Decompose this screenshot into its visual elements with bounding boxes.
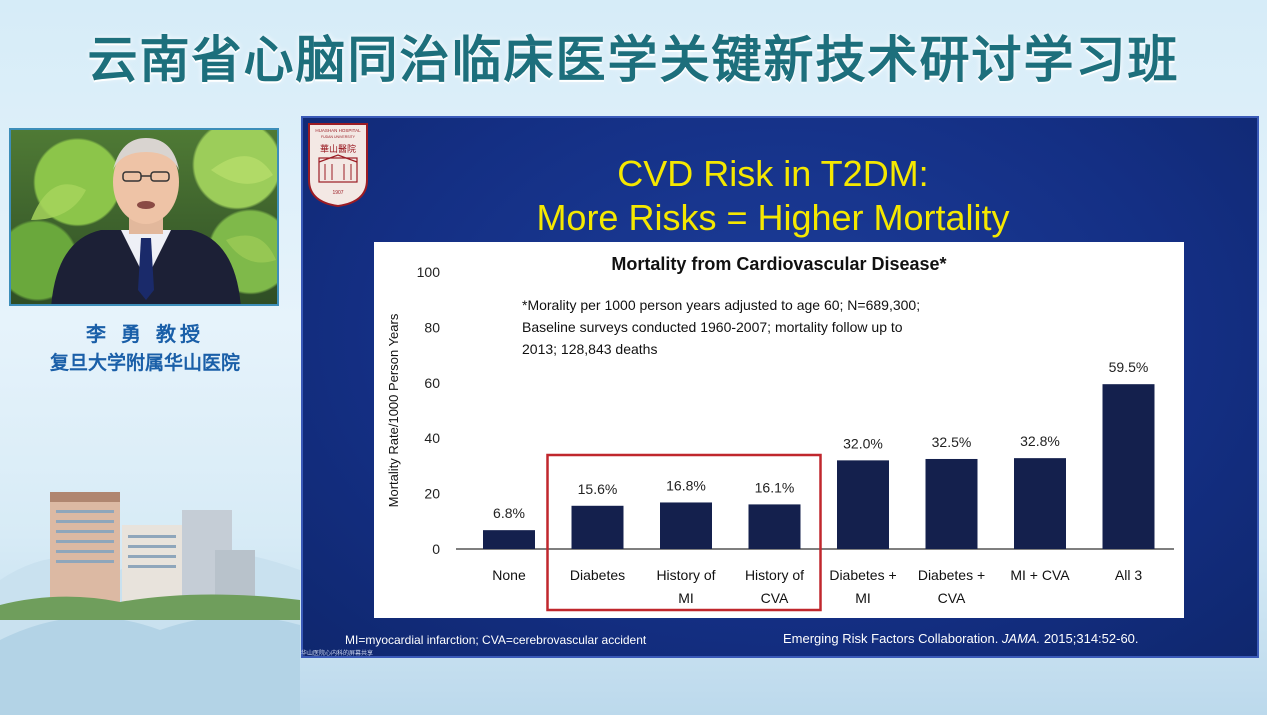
slide-title-line-2: More Risks = Higher Mortality [536, 197, 1010, 238]
y-tick-label: 0 [432, 541, 440, 557]
x-category-label: MI + CVA [1010, 567, 1070, 583]
x-category-label: All 3 [1115, 567, 1142, 583]
chart-note-line: 2013; 128,843 deaths [522, 341, 657, 357]
huashan-hospital-logo: HUASHAN HOSPITAL FUDAN UNIVERSITY 華山醫院 1… [308, 123, 368, 208]
screen-share-caption: 华山医院心内科的屏幕共享 [301, 650, 374, 657]
y-tick-label: 40 [424, 430, 440, 446]
y-tick-label: 80 [424, 319, 440, 335]
bar-value-label: 16.1% [755, 479, 795, 495]
bar-0 [483, 530, 535, 549]
y-tick-label: 60 [424, 375, 440, 391]
y-tick-label: 20 [424, 486, 440, 502]
citation-pre: Emerging Risk Factors Collaboration. [783, 631, 1002, 646]
bar-value-label: 6.8% [493, 505, 525, 521]
bar-4 [837, 460, 889, 549]
event-banner-title: 云南省心脑同治临床医学关键新技术研讨学习班 [87, 31, 1180, 89]
bar-value-label: 59.5% [1109, 359, 1149, 375]
bar-value-label: 32.0% [843, 435, 883, 451]
logo-year: 1907 [332, 190, 343, 196]
presentation-slide: HUASHAN HOSPITAL FUDAN UNIVERSITY 華山醫院 1… [301, 116, 1259, 658]
bar-value-label: 32.8% [1020, 433, 1060, 449]
chart-note-line: Baseline surveys conducted 1960-2007; mo… [522, 319, 903, 335]
citation-journal: JAMA. [1001, 631, 1041, 646]
bar-1 [571, 505, 624, 549]
bar-value-label: 15.6% [578, 481, 618, 497]
x-category-label: MI [678, 590, 694, 606]
speaker-figure [51, 138, 241, 304]
bar-value-label: 32.5% [932, 434, 972, 450]
highlight-box [546, 453, 822, 612]
x-category-label: MI [855, 590, 871, 606]
bar-value-label: 16.8% [666, 477, 706, 493]
citation-post: 2015;314:52-60. [1040, 631, 1139, 646]
logo-text-top: HUASHAN HOSPITAL [315, 128, 361, 133]
chart-title: Mortality from Cardiovascular Disease* [611, 254, 946, 274]
bar-6 [1014, 458, 1066, 549]
x-category-label: Diabetes [570, 567, 625, 583]
abbreviation-footnote: MI=myocardial infarction; CVA=cerebrovas… [345, 633, 647, 647]
x-category-label: Diabetes + [918, 567, 985, 583]
slide-title-line-1: CVD Risk in T2DM: [617, 153, 929, 194]
x-category-label: History of [656, 567, 715, 583]
ginkgo-leaf-icon [31, 156, 276, 263]
bar-2 [660, 502, 712, 549]
chart-note-line: *Morality per 1000 person years adjusted… [522, 297, 920, 313]
x-category-label: CVA [761, 590, 789, 606]
bar-5 [925, 458, 978, 549]
bar-7 [1102, 384, 1155, 549]
mortality-bar-chart: Mortality from Cardiovascular Disease* Mo… [374, 242, 1184, 618]
logo-text-sub: FUDAN UNIVERSITY [321, 135, 356, 139]
citation: Emerging Risk Factors Collaboration. JAM… [783, 631, 1139, 646]
x-category-label: Diabetes + [829, 567, 896, 583]
y-tick-label: 100 [417, 264, 441, 280]
x-category-label: None [492, 567, 526, 583]
x-category-label: CVA [938, 590, 966, 606]
speaker-affiliation: 复旦大学附属华山医院 [49, 352, 240, 374]
speaker-video [9, 128, 279, 306]
hospital-scenery-image [0, 492, 300, 715]
speaker-name: 李 勇 教授 [86, 322, 204, 346]
x-category-label: History of [745, 567, 804, 583]
logo-text-cn: 華山醫院 [320, 143, 356, 155]
bar-3 [748, 504, 801, 549]
y-axis-label: Mortality Rate/1000 Person Years [386, 313, 401, 507]
